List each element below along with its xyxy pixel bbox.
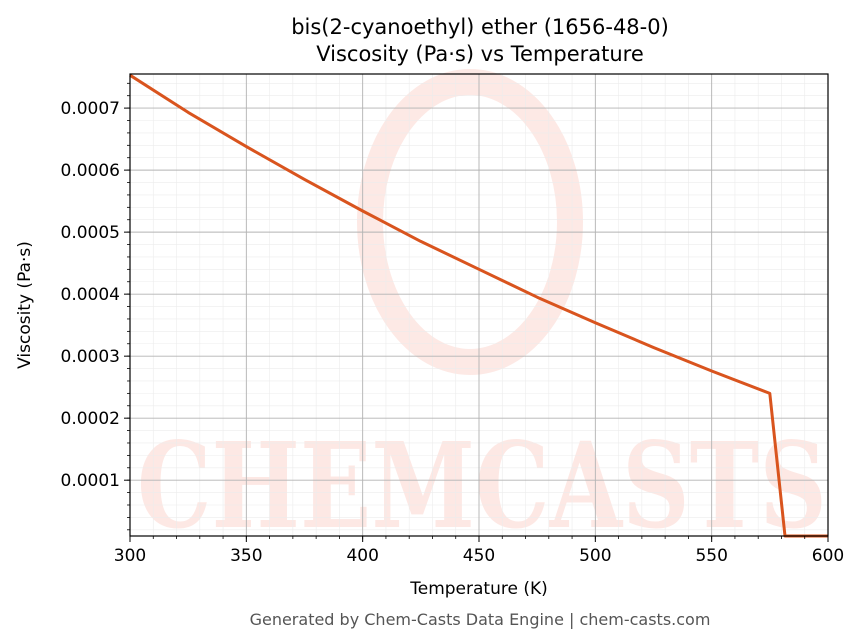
y-tick-label: 0.0003 xyxy=(61,347,120,367)
y-tick-label: 0.0006 xyxy=(61,161,120,181)
watermark-logo-ring xyxy=(357,69,583,375)
y-axis-label: Viscosity (Pa·s) xyxy=(15,241,35,369)
x-tick-label: 550 xyxy=(695,546,727,566)
watermark-text: CHEMCASTS xyxy=(137,416,827,555)
tick-labels: 300 350 400 450 500 550 600 0.0001 0.0002 0.0003 0… xyxy=(61,99,845,566)
y-tick-label: 0.0007 xyxy=(61,99,120,119)
y-tick-label: 0.0002 xyxy=(61,409,120,429)
x-tick-label: 400 xyxy=(346,546,378,566)
x-tick-label: 300 xyxy=(114,546,146,566)
axis-ticks xyxy=(124,82,829,542)
chart-subtitle: Viscosity (Pa·s) vs Temperature xyxy=(316,42,644,66)
y-tick-label: 0.0001 xyxy=(61,471,120,491)
x-tick-label: 350 xyxy=(230,546,262,566)
viscosity-series-line xyxy=(129,73,828,538)
series-layer xyxy=(129,73,828,538)
y-tick-label: 0.0005 xyxy=(61,223,120,243)
x-tick-label: 450 xyxy=(463,546,495,566)
footer-credit: Generated by Chem-Casts Data Engine | ch… xyxy=(250,610,711,629)
chemcasts-watermark: CHEMCASTS xyxy=(137,69,827,555)
x-tick-label: 600 xyxy=(812,546,844,566)
x-axis-label: Temperature (K) xyxy=(409,579,548,599)
x-tick-label: 500 xyxy=(579,546,611,566)
chart-title: bis(2-cyanoethyl) ether (1656-48-0) xyxy=(291,15,669,39)
y-tick-label: 0.0004 xyxy=(61,285,120,305)
